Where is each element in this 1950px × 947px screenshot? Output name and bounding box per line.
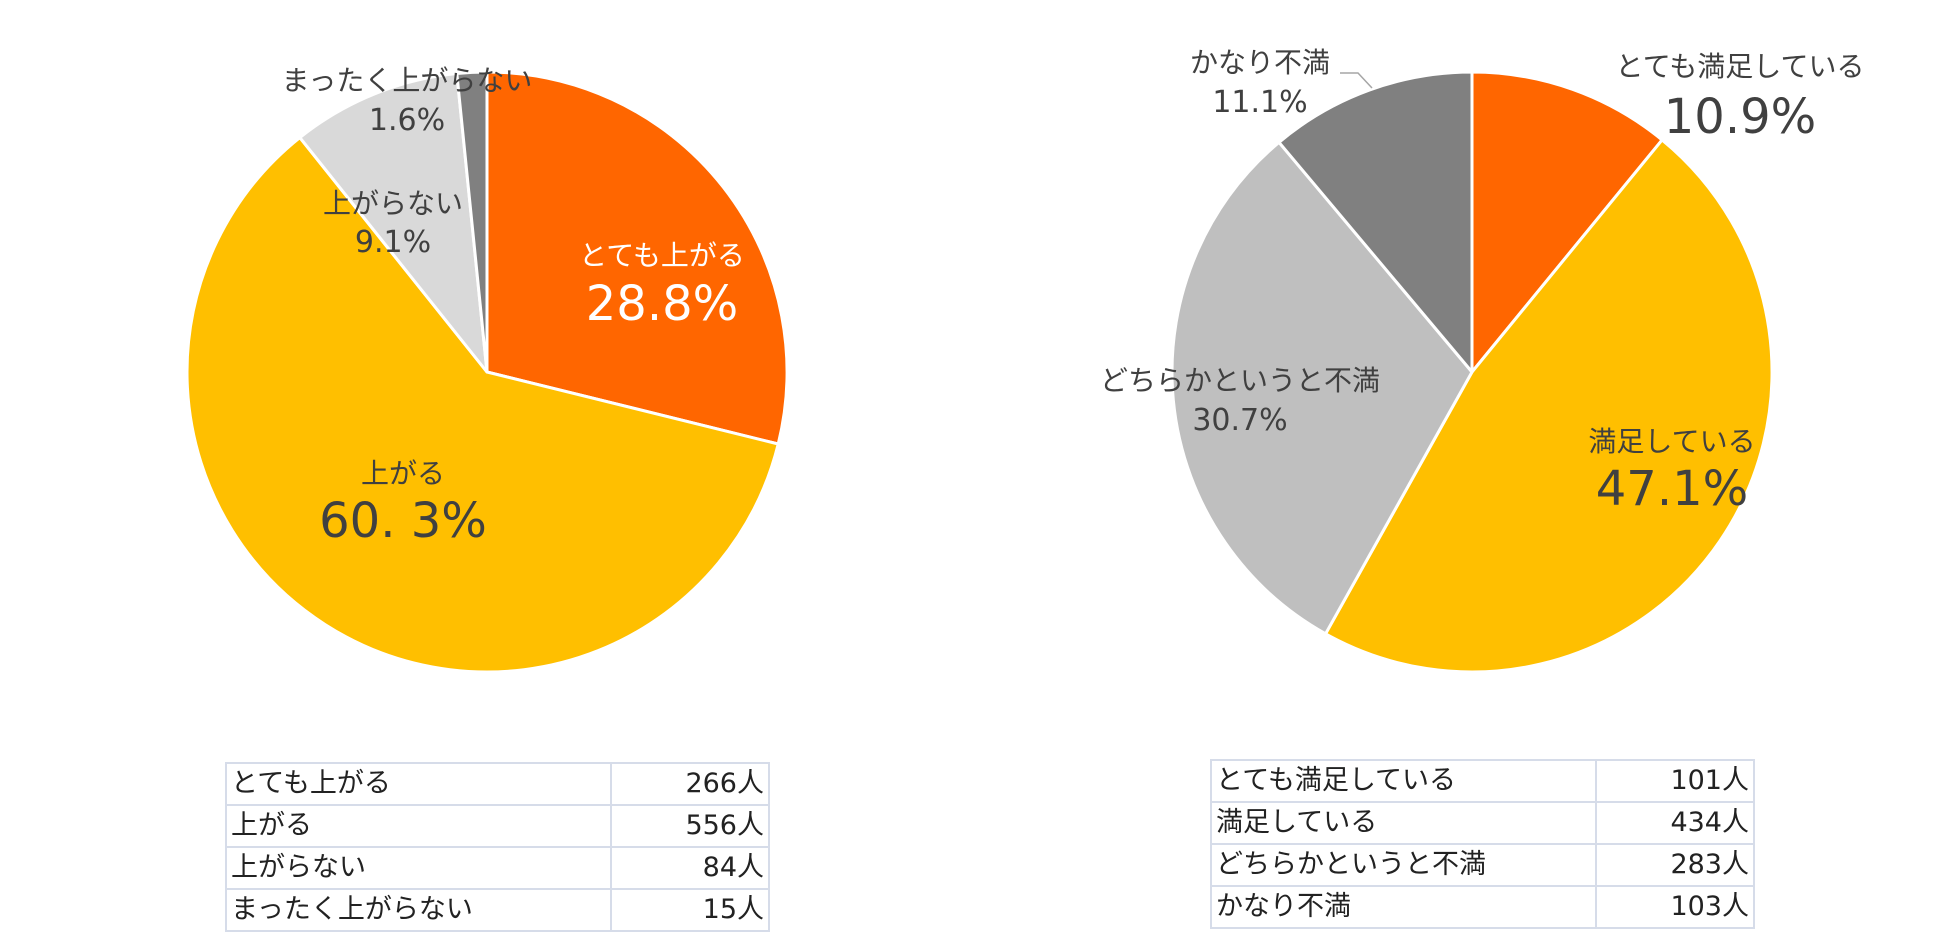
pie-slice-0-3 [455, 70, 489, 374]
table-row: 上がる 556人 [225, 804, 770, 848]
table-cell-label: かなり不満 [1210, 885, 1597, 929]
slice-label-agaranai: 上がらない [323, 187, 463, 220]
pie-slice-0-1 [185, 136, 780, 674]
table-cell-count: 103人 [1595, 885, 1755, 929]
pie-slice-1-1 [1324, 138, 1774, 674]
pie-slice-1-0 [1470, 70, 1664, 374]
table-cell-label: どちらかというと不満 [1210, 843, 1597, 887]
table-cell-label: まったく上がらない [225, 888, 612, 932]
table-row: とても上がる 266人 [225, 762, 770, 806]
slice-pct-kanari-fuman: 11.1% [1212, 85, 1307, 120]
slice-pct-totemo-manzoku: 10.9% [1664, 89, 1816, 145]
table-cell-label: 満足している [1210, 801, 1597, 845]
slice-label-totemo-agaru: とても上がる [579, 239, 745, 272]
slice-label-mattaku-agaranai: まったく上がらない [282, 64, 533, 97]
table-cell-count: 266人 [610, 762, 770, 806]
table-cell-label: とても上がる [225, 762, 612, 806]
table-cell-count: 84人 [610, 846, 770, 890]
slice-label-agaru: 上がる [361, 457, 445, 490]
slice-pct-agaranai: 9.1% [355, 225, 431, 260]
slice-pct-manzoku: 47.1% [1596, 461, 1748, 517]
pie-slice-1-2 [1170, 140, 1474, 636]
table-row: 上がらない 84人 [225, 846, 770, 890]
leader-line-kanari-fuman [1340, 72, 1373, 89]
pie-slice-1-3 [1277, 70, 1474, 374]
table-row: どちらかというと不満 283人 [1210, 843, 1755, 887]
table-cell-count: 556人 [610, 804, 770, 848]
slice-label-kanari-fuman: かなり不満 [1190, 46, 1330, 79]
table-row: かなり不満 103人 [1210, 885, 1755, 929]
table-row: まったく上がらない 15人 [225, 888, 770, 932]
slice-label-dochiraka-fuman: どちらかというと不満 [1100, 364, 1380, 397]
slice-pct-mattaku-agaranai: 1.6% [369, 103, 445, 138]
slice-label-manzoku: 満足している [1588, 425, 1755, 458]
table-cell-label: とても満足している [1210, 759, 1597, 803]
table-row: 満足している 434人 [1210, 801, 1755, 845]
pie-slice-0-2 [298, 72, 489, 374]
pie-chart-raise [185, 70, 789, 674]
pie-slice-0-0 [485, 70, 789, 446]
count-table-satisfaction: とても満足している 101人 満足している 434人 どちらかというと不満 28… [1210, 759, 1755, 929]
count-table-raise: とても上がる 266人 上がる 556人 上がらない 84人 まったく上がらない… [225, 762, 770, 932]
table-cell-count: 434人 [1595, 801, 1755, 845]
table-cell-label: 上がらない [225, 846, 612, 890]
slice-pct-dochiraka-fuman: 30.7% [1192, 403, 1287, 438]
table-cell-label: 上がる [225, 804, 612, 848]
table-cell-count: 101人 [1595, 759, 1755, 803]
slice-label-totemo-manzoku: とても満足している [1616, 50, 1865, 83]
table-row: とても満足している 101人 [1210, 759, 1755, 803]
slice-pct-agaru: 60. 3% [319, 493, 487, 549]
pie-chart-satisfaction [1170, 70, 1774, 674]
table-cell-count: 15人 [610, 888, 770, 932]
table-cell-count: 283人 [1595, 843, 1755, 887]
slice-pct-totemo-agaru: 28.8% [586, 276, 738, 332]
